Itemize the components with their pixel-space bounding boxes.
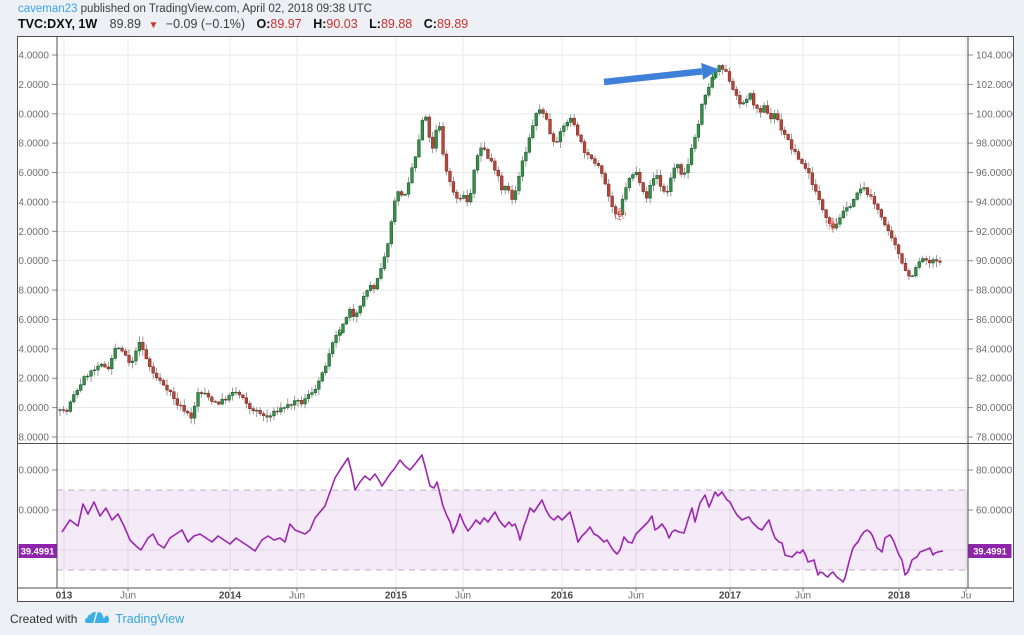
svg-text:78.0000: 78.0000 [976,433,1013,444]
svg-text:80.0000: 80.0000 [976,466,1013,477]
svg-text:104.0000: 104.0000 [976,51,1013,62]
svg-text:100.0000: 100.0000 [18,109,49,120]
svg-text:Jun: Jun [120,591,136,602]
chart-card: 104.0000 104.0000 102.0000 102.0000 100.0000… [17,36,1014,602]
svg-text:2014: 2014 [219,591,242,602]
svg-text:9: 9 [829,219,834,229]
svg-text:80.0000: 80.0000 [18,403,49,414]
low-value: L:89.88 [369,17,413,31]
svg-text:86.0000: 86.0000 [18,315,49,326]
svg-text:102.0000: 102.0000 [976,80,1013,91]
svg-text:96.0000: 96.0000 [976,168,1013,179]
svg-text:88.0000: 88.0000 [18,286,49,297]
symbol-interval: TVC:DXY, 1W [18,17,98,31]
td-setup-markers: 9 9 9 9 [337,72,838,338]
svg-text:84.0000: 84.0000 [18,344,49,355]
rsi-line-layer [61,454,944,583]
svg-text:88.0000: 88.0000 [976,286,1013,297]
svg-text:82.0000: 82.0000 [18,374,49,385]
price-change: −0.09 (−0.1%) [165,17,246,31]
svg-text:96.0000: 96.0000 [18,168,49,179]
svg-text:98.0000: 98.0000 [976,139,1013,150]
high-value: H:90.03 [313,17,358,31]
svg-text:2018: 2018 [888,591,911,602]
time-axis-layer: 013 Jun 2014 Jun 2015 Jun 2016 Jun 2017 Jun 2018 Ju [56,588,972,602]
svg-text:90.0000: 90.0000 [976,256,1013,267]
attribution-text: published on TradingView.com, April 02, … [77,3,372,15]
svg-text:9: 9 [711,72,716,82]
rsi-value-left: 39.4991 [21,547,55,557]
rsi-value-right: 39.4991 [973,547,1007,557]
price-axis-layer: 104.0000 104.0000 102.0000 102.0000 100.0000… [18,51,1013,517]
svg-text:92.0000: 92.0000 [18,227,49,238]
svg-text:Jun: Jun [455,591,471,602]
open-value: O:89.97 [256,17,302,31]
rsi-band-layer [57,489,968,571]
svg-text:2016: 2016 [551,591,574,602]
svg-text:60.0000: 60.0000 [18,506,49,517]
svg-text:9: 9 [617,209,622,219]
close-value: C:89.89 [423,17,469,31]
svg-text:80.0000: 80.0000 [18,466,49,477]
svg-text:80.0000: 80.0000 [976,403,1013,414]
chart-canvas[interactable]: 104.0000 104.0000 102.0000 102.0000 100.0000… [18,37,1013,601]
rsi-line [61,454,944,583]
attribution-bar: caveman23 published on TradingView.com, … [18,3,372,15]
borders-layer [18,37,1012,589]
author-link[interactable]: caveman23 [18,3,78,15]
tradingview-logo-icon [85,612,110,623]
svg-text:94.0000: 94.0000 [18,197,49,208]
grid-layer [57,37,968,588]
svg-text:94.0000: 94.0000 [976,197,1013,208]
svg-text:86.0000: 86.0000 [976,315,1013,326]
svg-text:82.0000: 82.0000 [976,374,1013,385]
svg-text:2015: 2015 [385,591,408,602]
tradingview-brand[interactable]: TradingView [115,611,185,626]
last-price: 89.89 [109,17,141,31]
svg-text:013: 013 [56,591,73,602]
svg-text:84.0000: 84.0000 [976,344,1013,355]
svg-text:90.0000: 90.0000 [18,256,49,267]
created-with-label: Created with [10,611,78,626]
svg-text:Jun: Jun [628,591,644,602]
rsi-value-badges: 39.4991 39.4991 [18,544,1012,559]
svg-text:102.0000: 102.0000 [18,80,49,91]
svg-text:Jun: Jun [289,591,305,602]
svg-text:78.0000: 78.0000 [18,433,49,444]
svg-text:Ju: Ju [961,591,972,602]
svg-text:Jun: Jun [795,591,811,602]
svg-text:100.0000: 100.0000 [976,109,1013,120]
svg-text:104.0000: 104.0000 [18,51,49,62]
chart-legend: TVC:DXY, 1W 89.89 ▼ −0.09 (−0.1%) O:89.9… [18,17,468,31]
svg-text:9: 9 [337,328,342,338]
svg-text:2017: 2017 [719,591,742,602]
annotation-arrow[interactable] [603,62,719,86]
svg-text:98.0000: 98.0000 [18,139,49,150]
footer: Created with TradingView [10,611,184,626]
svg-text:92.0000: 92.0000 [976,227,1013,238]
down-triangle-icon: ▼ [148,20,159,31]
candles-layer [58,63,942,425]
svg-text:60.0000: 60.0000 [976,506,1013,517]
